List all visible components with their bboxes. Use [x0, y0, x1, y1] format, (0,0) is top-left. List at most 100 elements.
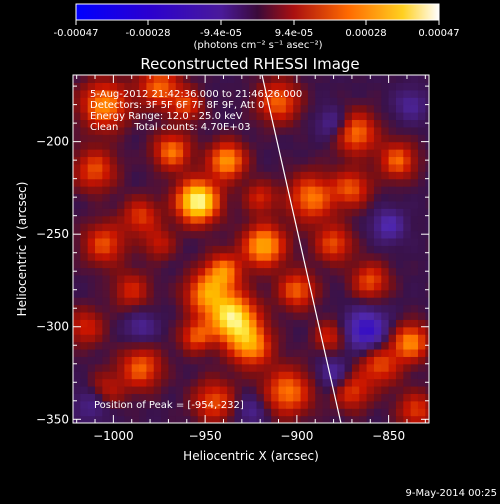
heatmap-cell [351, 363, 360, 372]
heatmap-cell [403, 134, 412, 143]
heatmap-cell [410, 230, 419, 239]
heatmap-cell [381, 112, 390, 121]
heatmap-cell [80, 156, 89, 165]
heatmap-cell [117, 75, 125, 83]
heatmap-cell [395, 112, 404, 121]
heatmap-cell [146, 267, 155, 276]
heatmap-cell [153, 267, 162, 276]
heatmap-cell [256, 408, 265, 417]
heatmap-cell [197, 149, 206, 158]
heatmap-cell [241, 282, 250, 291]
heatmap-cell [131, 171, 140, 180]
heatmap-cell [381, 334, 390, 343]
heatmap-cell [293, 237, 302, 246]
heatmap-cell [337, 378, 346, 387]
heatmap-cell [417, 304, 426, 313]
heatmap-cell [344, 245, 353, 254]
heatmap-cell [102, 178, 111, 187]
heatmap-cell [95, 75, 103, 83]
heatmap-cell [146, 363, 155, 372]
heatmap-cell [300, 282, 309, 291]
heatmap-cell [278, 237, 287, 246]
heatmap-cell [278, 393, 287, 402]
heatmap-cell [388, 134, 397, 143]
heatmap-cell [285, 274, 294, 283]
heatmap-cell [322, 223, 331, 232]
heatmap-cell [315, 141, 324, 150]
peak-position-label: Position of Peak = [-954,-232] [94, 400, 244, 411]
heatmap-cell [329, 156, 338, 165]
heatmap-cell [102, 356, 111, 365]
heatmap-cell [425, 297, 429, 306]
heatmap-cell [366, 186, 375, 195]
heatmap-cell [227, 193, 236, 202]
colorbar-tick-6: 0.00047 [418, 28, 459, 39]
heatmap-cell [307, 75, 316, 83]
heatmap-cell [381, 97, 390, 106]
heatmap-cell [263, 393, 272, 402]
heatmap-cell [300, 334, 309, 343]
heatmap-cell [249, 200, 258, 209]
heatmap-cell [300, 348, 309, 357]
heatmap-cell [234, 156, 243, 165]
heatmap-cell [95, 400, 103, 409]
heatmap-cell [87, 82, 96, 91]
heatmap-cell [249, 289, 258, 298]
heatmap-cell [102, 274, 111, 283]
heatmap-cell [175, 267, 184, 276]
heatmap-cell [293, 304, 302, 313]
heatmap-cell [271, 112, 280, 121]
heatmap-cell [315, 297, 324, 306]
heatmap-cell [315, 104, 324, 113]
heatmap-cell [168, 267, 177, 276]
heatmap-cell [139, 267, 147, 276]
heatmap-cell [124, 230, 133, 239]
heatmap-cell [381, 230, 390, 239]
heatmap-cell [315, 371, 324, 380]
heatmap-cell [102, 289, 111, 298]
heatmap-cell [190, 408, 199, 417]
heatmap-cell [212, 252, 221, 261]
heatmap-cell [249, 126, 258, 135]
heatmap-cell [373, 89, 382, 98]
heatmap-cell [373, 289, 382, 298]
heatmap-cell [197, 112, 206, 121]
heatmap-cell [168, 341, 177, 350]
heatmap-cell [80, 163, 89, 172]
heatmap-cell [102, 200, 111, 209]
heatmap-cell [351, 193, 360, 202]
heatmap-cell [351, 82, 360, 91]
heatmap-cell [388, 371, 397, 380]
heatmap-cell [351, 385, 360, 394]
heatmap-cell [197, 363, 206, 372]
heatmap-cell [117, 408, 125, 417]
heatmap-cell [337, 415, 346, 423]
heatmap-cell [73, 289, 81, 298]
heatmap-cell [344, 141, 353, 150]
heatmap-cell [95, 208, 103, 217]
heatmap-cell [300, 104, 309, 113]
heatmap-cell [234, 289, 243, 298]
heatmap-cell [329, 297, 338, 306]
heatmap-cell [300, 415, 309, 423]
heatmap-cell [322, 326, 331, 335]
heatmap-cell [87, 237, 96, 246]
heatmap-cell [168, 393, 177, 402]
heatmap-cell [403, 89, 412, 98]
heatmap-cell [293, 193, 302, 202]
heatmap-cell [256, 385, 265, 394]
heatmap-cell [417, 215, 426, 224]
heatmap-cell [205, 289, 214, 298]
heatmap-cell [381, 134, 390, 143]
heatmap-cell [256, 163, 265, 172]
heatmap-cell [131, 297, 140, 306]
heatmap-cell [359, 149, 368, 158]
heatmap-cell [205, 126, 214, 135]
heatmap-cell [425, 97, 429, 106]
heatmap-cell [87, 371, 96, 380]
heatmap-cell [161, 119, 170, 128]
heatmap-cell [197, 230, 206, 239]
heatmap-cell [197, 208, 206, 217]
heatmap-cell [168, 223, 177, 232]
heatmap-cell [300, 237, 309, 246]
